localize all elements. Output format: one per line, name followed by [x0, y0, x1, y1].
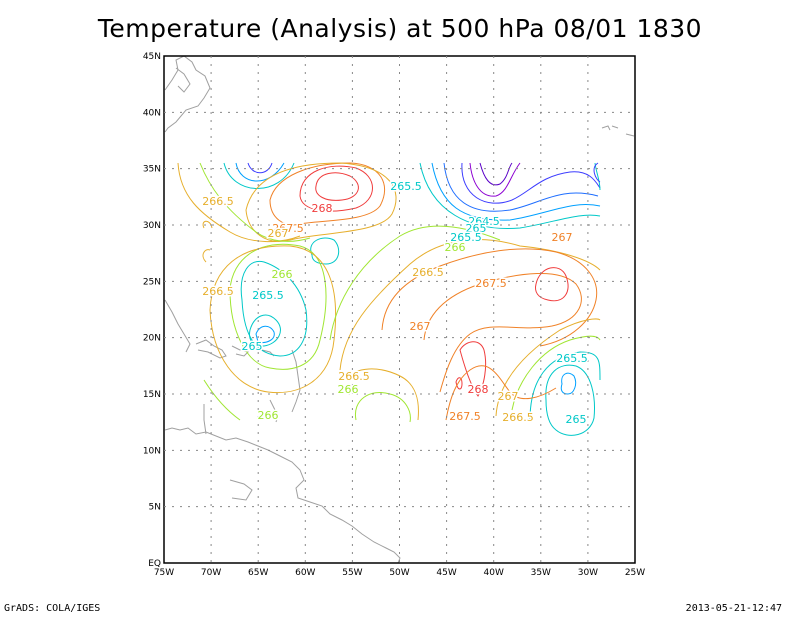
contour-label: 266.5 [412, 266, 444, 279]
contour-cyan-2 [419, 162, 601, 229]
contour-label: 265 [566, 413, 587, 426]
contour-label: 266 [445, 241, 466, 254]
longitude-label: 75W [154, 568, 174, 578]
gridlines [164, 56, 635, 563]
contour-label: 266.5 [202, 285, 234, 298]
longitude-label: 70W [201, 568, 221, 578]
contour-266.5-se [495, 318, 601, 417]
contour-label: 265.5 [556, 352, 588, 365]
contour-267.5-central [423, 272, 582, 393]
longitude-label: 55W [342, 568, 362, 578]
contour-label: 267 [268, 227, 289, 240]
contour-268-south [459, 341, 487, 397]
latitude-labels: EQ 5N 10N 15N 20N 25N 30N 35N 40N 45N [143, 52, 161, 569]
contour-266-central [329, 225, 501, 341]
contour-label: 267 [410, 320, 431, 333]
footer-timestamp: 2013-05-21-12:47 [685, 603, 782, 614]
contour-265.5-se [529, 351, 601, 421]
contour-266-sw2 [203, 379, 241, 421]
latitude-label: 30N [143, 221, 161, 231]
contour-268-south2 [455, 377, 463, 390]
contour-value-labels: 265.5266.5268267.5267264.5265265.5266267… [201, 179, 590, 428]
contour-label: 266.5 [502, 411, 534, 424]
longitude-label: 25W [625, 568, 645, 578]
contour-265-se2 [545, 364, 595, 436]
contour-label: 265.5 [252, 289, 284, 302]
contour-266-west [199, 162, 311, 242]
contour-cyan-1 [431, 162, 601, 221]
contour-265-se [560, 372, 577, 395]
longitude-label: 30W [578, 568, 598, 578]
contour-265-mid [249, 314, 281, 347]
longitude-label: 35W [531, 568, 551, 578]
contour-lines [177, 162, 601, 436]
latitude-label: 15N [143, 390, 161, 400]
contour-blue-1 [461, 162, 601, 204]
chart-title: Temperature (Analysis) at 500 hPa 08/01 … [97, 14, 703, 43]
contour-label: 267.5 [449, 410, 481, 423]
latitude-label: EQ [148, 559, 161, 569]
contour-266-se [511, 335, 601, 411]
contour-266-sw [354, 392, 411, 423]
contour-266.5-central [339, 239, 601, 371]
latitude-label: 40N [143, 108, 161, 118]
contour-268-east [535, 267, 569, 302]
contour-purple-1 [469, 162, 521, 197]
latitude-label: 20N [143, 334, 161, 344]
latitude-label: 5N [149, 503, 161, 513]
contour-267.5-top [269, 162, 386, 226]
contour-267-se [445, 365, 557, 421]
contour-label: 265 [466, 222, 487, 235]
longitude-label: 40W [484, 568, 504, 578]
contour-label: 264.5 [468, 215, 500, 228]
contour-266.5-w [202, 249, 211, 263]
contour-blue-2 [443, 162, 599, 212]
longitude-label: 45W [436, 568, 456, 578]
contour-265.5-mid [240, 260, 308, 357]
longitude-labels: 75W 70W 65W 60W 55W 50W 45W 40W 35W 30W 25W [154, 568, 645, 578]
contour-label: 267.5 [272, 222, 304, 235]
latitude-label: 10N [143, 446, 161, 456]
contour-268-closed [315, 172, 359, 201]
contour-265-inner [255, 325, 275, 343]
contour-nw-cyan2 [223, 162, 295, 189]
contour-label: 268 [468, 383, 489, 396]
contour-cyan-4 [593, 162, 601, 183]
contour-label: 265.5 [450, 231, 482, 244]
contour-266.5-mid [209, 245, 337, 394]
contour-266-mid [229, 243, 327, 370]
longitude-label: 60W [295, 568, 315, 578]
contour-label: 268 [312, 202, 333, 215]
contour-purple-2 [479, 162, 513, 186]
contour-label: 267 [498, 390, 519, 403]
contour-nw-cyan [235, 162, 285, 182]
coastlines [164, 55, 635, 564]
footer-credit: GrADS: COLA/IGES [4, 603, 101, 614]
contour-265.5-west [310, 237, 340, 265]
map-frame [163, 55, 636, 564]
latitude-label: 25N [143, 277, 161, 287]
latitude-label: 45N [143, 52, 161, 62]
contour-label: 265 [242, 340, 263, 353]
contour-266.5-sw [343, 368, 419, 421]
contour-nw-blue [247, 162, 273, 174]
contour-label: 266.5 [338, 370, 370, 383]
contour-label: 265.5 [390, 180, 422, 193]
contour-label: 266.5 [202, 195, 234, 208]
contour-label: 267 [552, 231, 573, 244]
latitude-label: 35N [143, 165, 161, 175]
longitude-label: 65W [248, 568, 268, 578]
contour-267-top [245, 162, 397, 242]
contour-267-central [381, 248, 598, 347]
contour-label: 267.5 [475, 277, 507, 290]
contour-label: 266 [258, 409, 279, 422]
longitude-label: 50W [389, 568, 409, 578]
contour-label: 266 [338, 383, 359, 396]
contour-label: 266 [272, 268, 293, 281]
contour-268-outer [299, 165, 373, 212]
